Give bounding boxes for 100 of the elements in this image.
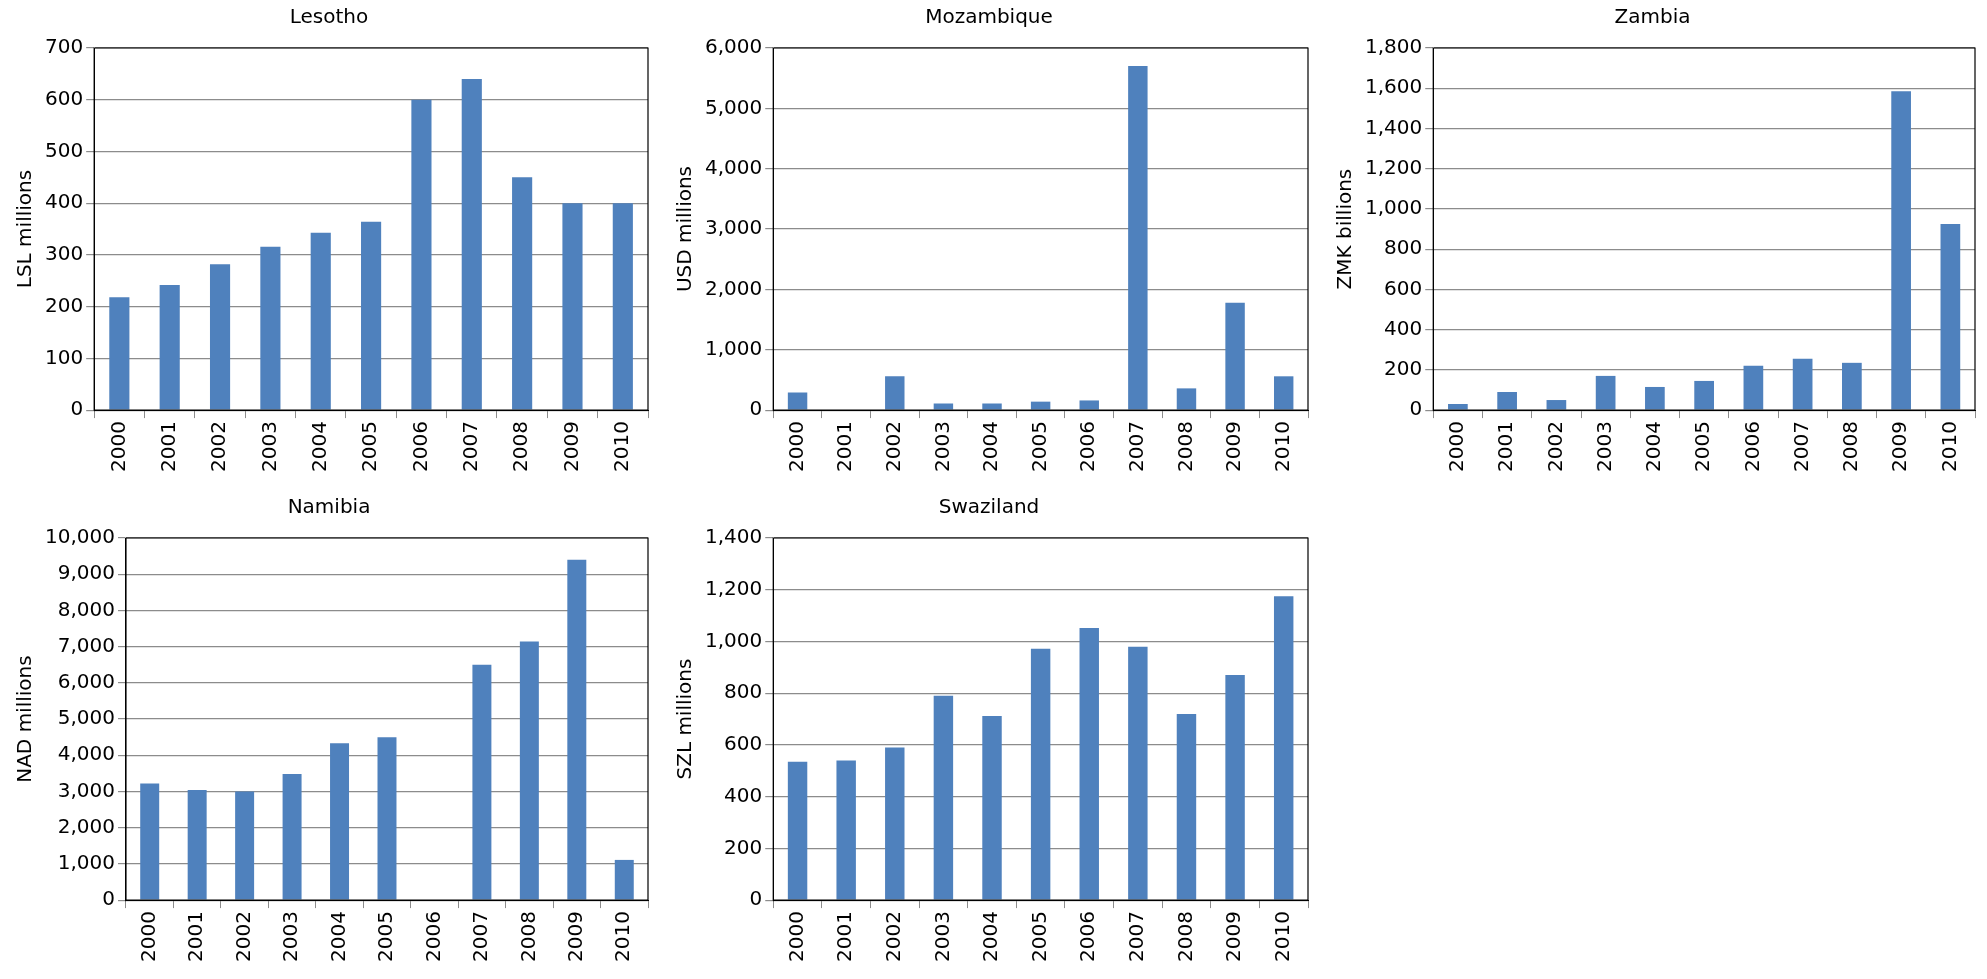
y-tick-label: 400: [44, 189, 84, 214]
x-tick-label: 2003: [1591, 421, 1616, 473]
bar: [612, 203, 633, 410]
bar: [109, 297, 130, 410]
bar: [377, 737, 397, 900]
bar: [836, 760, 856, 900]
bar: [310, 232, 331, 410]
bar: [1940, 224, 1961, 410]
y-tick-label: 500: [44, 137, 84, 162]
y-tick-label: 3,000: [704, 215, 763, 240]
bar: [787, 761, 808, 900]
y-tick-label: 1,200: [704, 575, 763, 600]
x-tick-label: 2003: [256, 421, 281, 473]
bar: [1273, 596, 1294, 900]
bar: [885, 376, 905, 410]
bar: [282, 774, 302, 900]
bar: [472, 664, 492, 900]
y-tick-label: 1,400: [1364, 114, 1423, 139]
bar: [1225, 302, 1245, 410]
x-tick-label: 2000: [105, 421, 130, 473]
bar: [1743, 365, 1764, 410]
bar: [982, 715, 1002, 900]
x-tick-label: 2010: [1269, 911, 1294, 963]
x-tick-label: 2005: [357, 421, 382, 473]
y-axis-title: LSL millions: [12, 169, 37, 289]
x-tick-label: 2006: [1075, 421, 1100, 473]
bar: [209, 264, 231, 410]
y-tick-label: 7,000: [57, 632, 115, 657]
x-tick-label: 2000: [1444, 421, 1469, 473]
x-tick-label: 2000: [783, 911, 808, 963]
x-tick-label: 2002: [230, 911, 255, 963]
x-tick-label: 2008: [1172, 911, 1197, 963]
x-tick-label: 2001: [155, 421, 180, 473]
bar: [159, 284, 180, 410]
x-tick-label: 2000: [783, 421, 808, 473]
y-tick-label: 1,000: [57, 850, 115, 875]
chart-title: Swaziland: [938, 494, 1040, 519]
x-tick-label: 2006: [1075, 911, 1100, 963]
x-tick-label: 2008: [1838, 421, 1863, 473]
y-tick-label: 0: [1409, 396, 1423, 421]
x-tick-label: 2002: [206, 421, 231, 473]
bar: [1792, 358, 1813, 410]
bar: [260, 246, 281, 410]
y-tick-label: 5,000: [57, 705, 115, 730]
x-tick-label: 2007: [468, 911, 493, 963]
bar: [235, 791, 255, 900]
y-tick-label: 1,600: [1364, 74, 1423, 99]
y-tick-label: 4,000: [57, 741, 115, 766]
x-tick-label: 2006: [420, 911, 445, 963]
y-tick-label: 0: [102, 886, 115, 911]
bar: [1546, 400, 1567, 410]
x-tick-label: 2009: [1887, 421, 1912, 473]
y-tick-label: 0: [749, 886, 763, 911]
x-tick-label: 2004: [306, 421, 331, 473]
y-tick-label: 10,000: [45, 524, 115, 549]
x-tick-label: 2008: [515, 911, 540, 963]
bar: [1128, 66, 1148, 410]
bar: [361, 221, 382, 410]
bar: [1176, 388, 1197, 410]
x-tick-label: 2001: [183, 911, 208, 963]
y-tick-label: 2,000: [57, 813, 115, 838]
x-tick-label: 2009: [1221, 421, 1246, 473]
bar: [933, 695, 954, 900]
x-tick-label: 2002: [880, 911, 905, 963]
bar: [1595, 375, 1616, 410]
y-tick-label: 6,000: [704, 34, 763, 59]
x-tick-label: 2005: [1026, 421, 1051, 473]
y-tick-label: 800: [1384, 235, 1423, 260]
bar: [1030, 648, 1051, 900]
x-tick-label: 2010: [1269, 421, 1294, 473]
y-tick-label: 1,000: [704, 627, 763, 652]
bar: [1497, 392, 1517, 410]
x-tick-label: 2004: [978, 421, 1003, 473]
x-tick-label: 2006: [407, 421, 432, 473]
bar: [982, 403, 1002, 410]
x-tick-label: 2000: [135, 911, 160, 963]
x-tick-label: 2008: [508, 421, 533, 473]
x-tick-label: 2005: [1690, 421, 1715, 473]
chart-title: Zambia: [1614, 4, 1691, 29]
x-tick-label: 2005: [373, 911, 398, 963]
y-tick-label: 1,200: [1364, 154, 1423, 179]
x-tick-label: 2009: [1221, 911, 1246, 963]
x-tick-label: 2004: [325, 911, 350, 963]
bar: [1448, 404, 1468, 410]
y-tick-label: 1,000: [704, 335, 763, 360]
y-tick-label: 8,000: [57, 596, 115, 621]
bar: [787, 392, 808, 410]
x-tick-label: 2005: [1026, 911, 1051, 963]
chart-title: Mozambique: [925, 4, 1053, 29]
bar: [1694, 380, 1714, 410]
x-tick-label: 2004: [1641, 421, 1666, 473]
y-tick-label: 400: [724, 782, 763, 807]
bar: [461, 79, 482, 410]
y-tick-label: 100: [44, 344, 84, 369]
bar: [1891, 91, 1911, 410]
y-axis-title: ZMK billions: [1332, 168, 1357, 290]
x-tick-label: 2007: [1788, 421, 1813, 473]
bar: [140, 783, 160, 900]
x-tick-label: 2003: [929, 421, 954, 473]
y-tick-label: 6,000: [57, 669, 115, 694]
